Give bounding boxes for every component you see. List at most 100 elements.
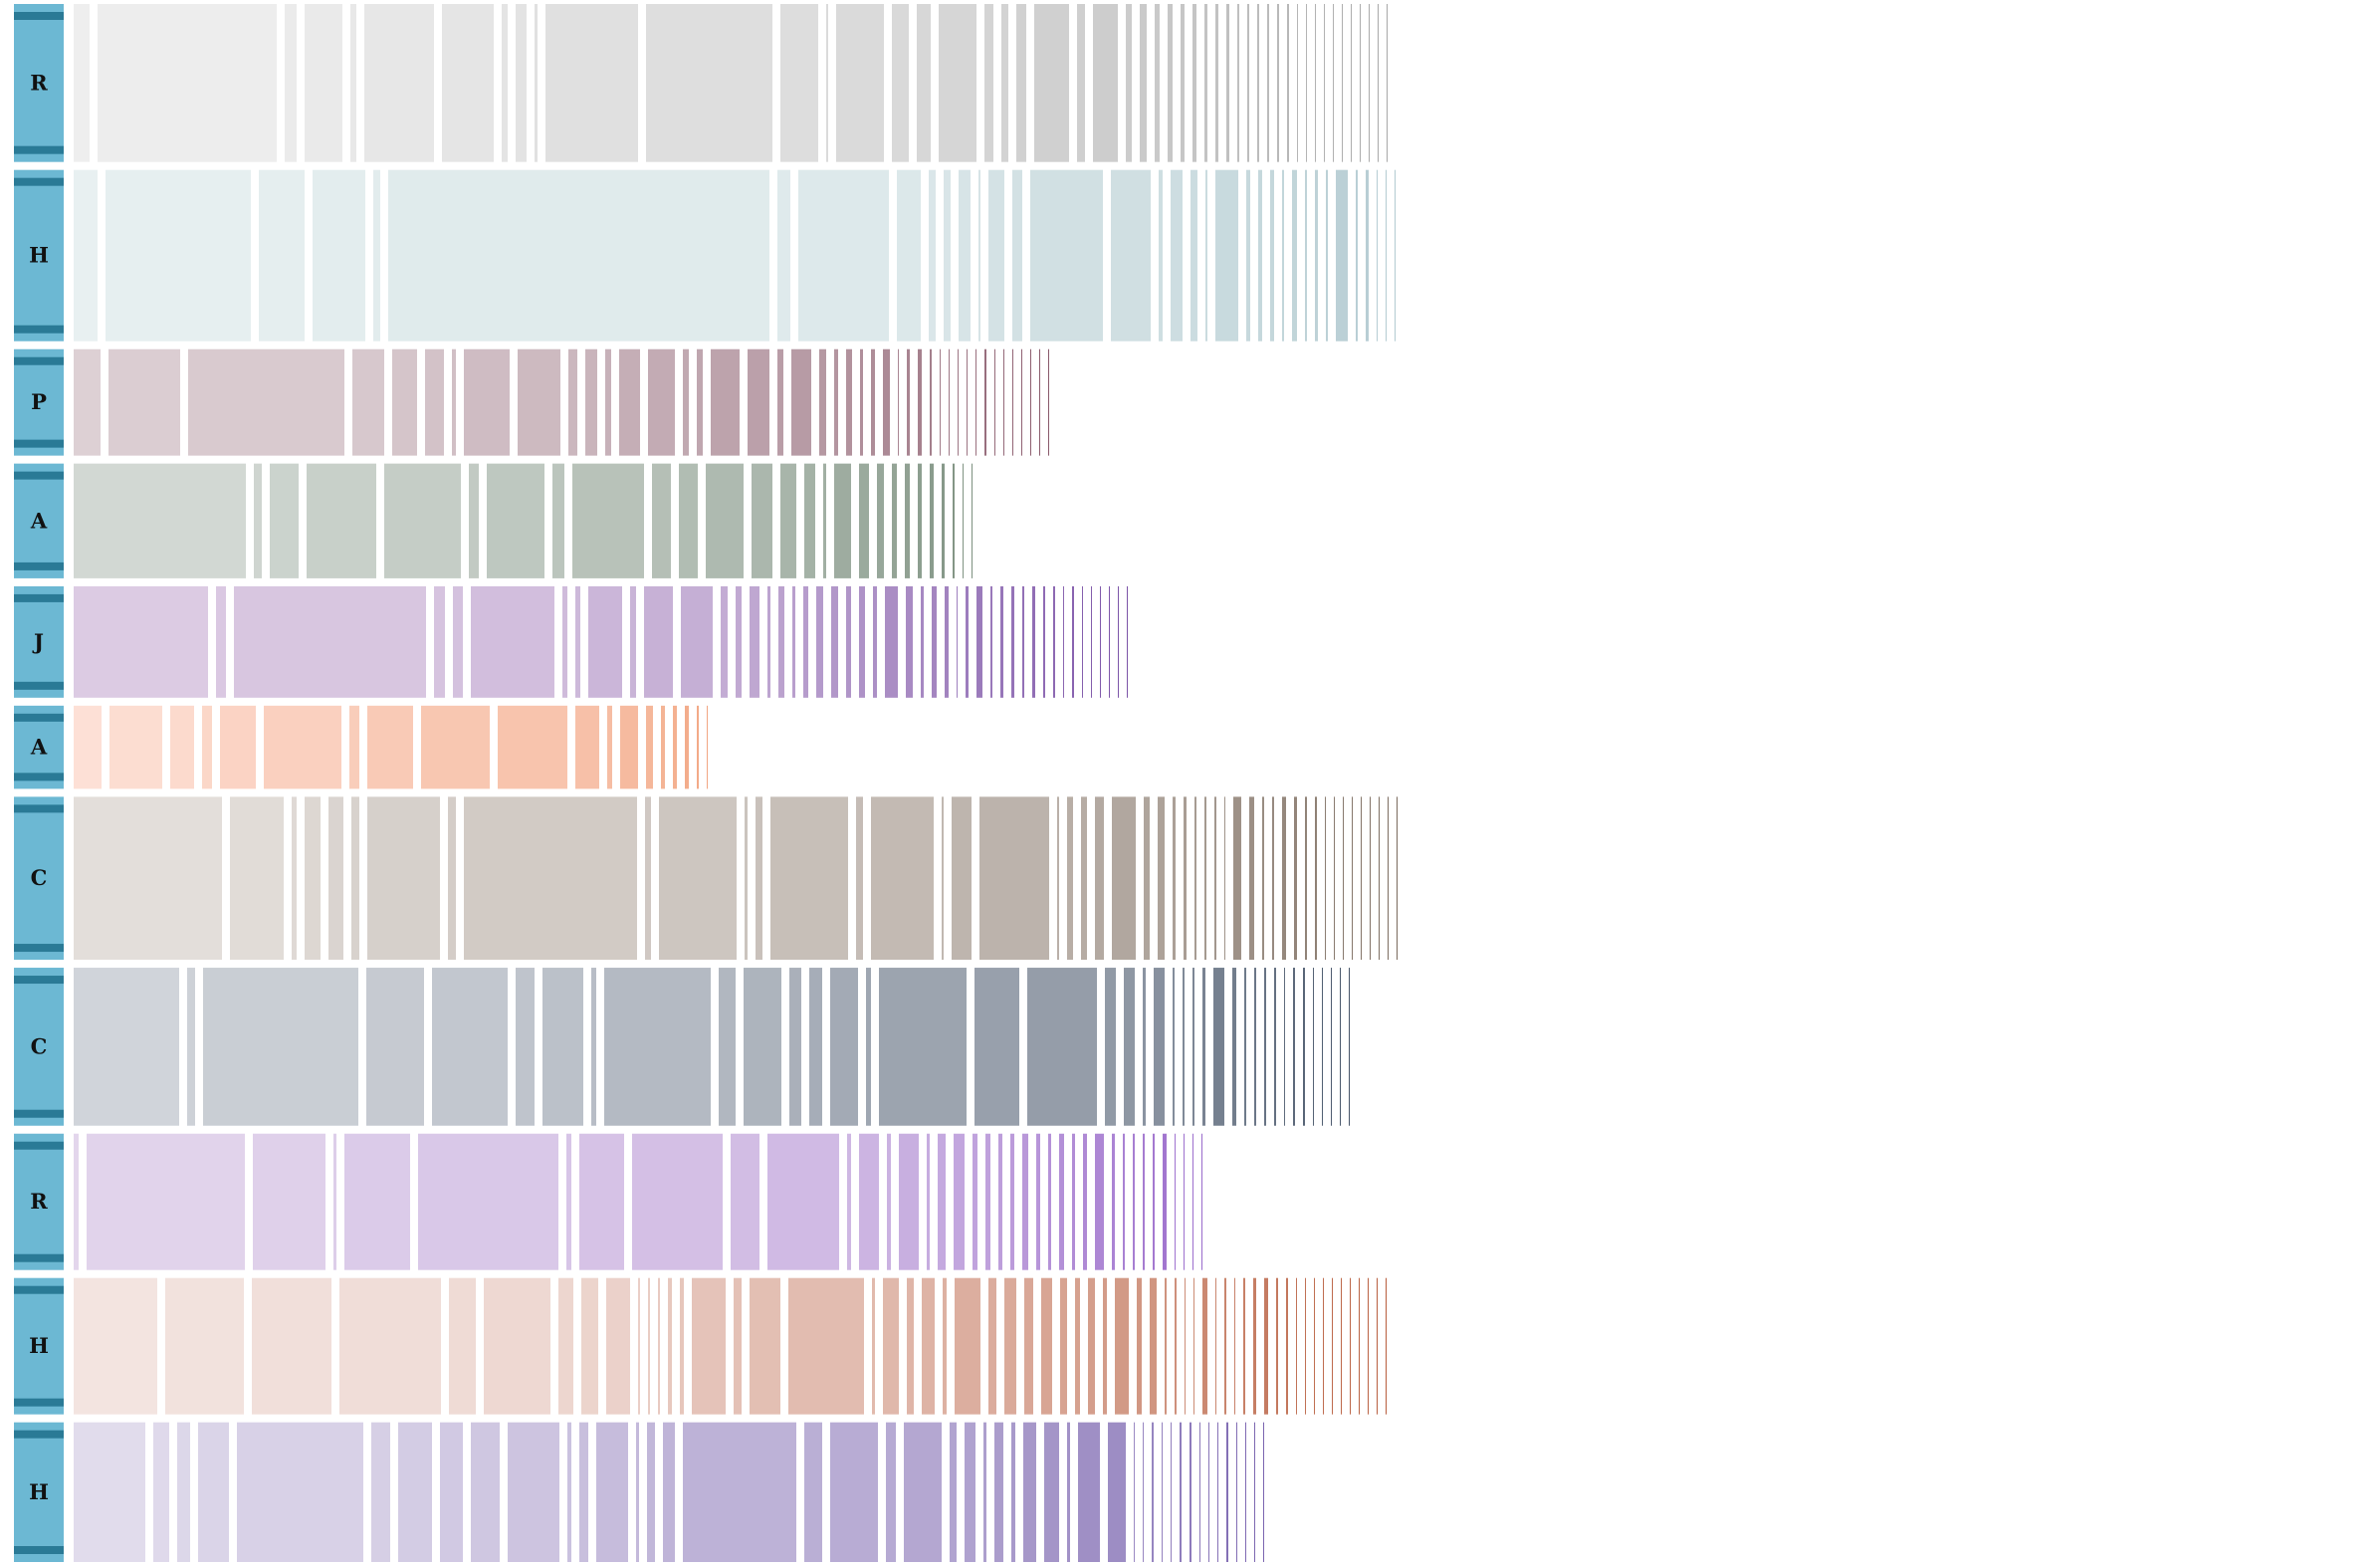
bar-segment <box>966 585 969 698</box>
bar-segment <box>646 4 772 162</box>
bar-segment <box>1039 348 1040 456</box>
bar-segment <box>333 1133 336 1270</box>
bar-segment <box>1134 1422 1135 1562</box>
bar-segment <box>253 1133 325 1270</box>
bar-segment <box>990 585 992 698</box>
bar-segment <box>973 1133 977 1270</box>
bar-segment <box>153 1422 169 1562</box>
bar-segment <box>1003 348 1004 456</box>
row-label: C <box>31 865 48 890</box>
bar-segment <box>1215 4 1218 162</box>
bar-segment <box>1193 1277 1194 1415</box>
bar-segment <box>74 968 179 1126</box>
bar-segment <box>988 1277 996 1415</box>
bar-segment <box>307 463 376 578</box>
row-label-stripe <box>14 1109 64 1118</box>
bar-segment <box>953 463 955 578</box>
bar-segment <box>809 968 822 1126</box>
bar-segment <box>1214 796 1216 961</box>
bar-segment <box>1001 4 1008 162</box>
bar-segment <box>859 585 865 698</box>
bar-segment <box>978 169 980 341</box>
bar-segment <box>1021 348 1022 456</box>
bar-segment <box>1306 4 1307 162</box>
bar-segment <box>1059 1133 1064 1270</box>
bar-segment <box>1105 968 1116 1126</box>
row-label: H <box>29 243 49 268</box>
bar-segment <box>1011 1422 1015 1562</box>
bar-segment <box>1361 796 1362 961</box>
bar-segment <box>994 348 995 456</box>
bar-segment <box>464 348 510 456</box>
bar-segment <box>1351 4 1352 162</box>
bar-segment <box>1202 1277 1207 1415</box>
bar-segment <box>1284 968 1285 1126</box>
bar-segment <box>679 463 698 578</box>
bar-segment <box>1293 968 1295 1126</box>
bar-segment <box>1012 348 1013 456</box>
bar-segment <box>1103 1277 1107 1415</box>
bar-segment <box>364 4 434 162</box>
bar-segment <box>1153 1133 1155 1270</box>
bar-segment <box>1048 1133 1051 1270</box>
bar-segment <box>777 348 783 456</box>
bar-segment <box>748 348 769 456</box>
bar-segment <box>719 968 736 1126</box>
bar-segment <box>1011 585 1014 698</box>
bar-segment <box>798 169 889 341</box>
bar-segment <box>1305 796 1307 961</box>
bar-segment <box>1333 4 1334 162</box>
bar-segment <box>963 463 964 578</box>
bar-segment <box>349 705 359 789</box>
bar-segment <box>917 4 931 162</box>
bar-segment <box>1388 796 1389 961</box>
bar-segment <box>74 585 208 698</box>
bar-segment <box>1067 796 1073 961</box>
row-label: A <box>30 508 48 533</box>
bar-segment <box>292 796 297 961</box>
row-label-stripe <box>14 681 64 690</box>
bar-segment <box>685 705 689 789</box>
bar-segment <box>942 463 945 578</box>
bar-segment <box>1297 4 1298 162</box>
bar-segment <box>918 463 922 578</box>
bar-segment <box>1379 796 1380 961</box>
row-label-tab <box>14 1133 64 1270</box>
bar-segment <box>983 1422 986 1562</box>
bar-segment <box>567 1422 571 1562</box>
row-label-stripe <box>14 439 64 448</box>
bar-segment <box>442 4 494 162</box>
bar-segment <box>305 4 342 162</box>
bar-segment <box>892 463 897 578</box>
bar-segment <box>449 1277 476 1415</box>
row-label-stripe <box>14 944 64 953</box>
bar-segment <box>1208 1422 1209 1562</box>
bar-segment <box>1325 796 1326 961</box>
bar-segment <box>1343 796 1344 961</box>
bar-segment <box>883 348 890 456</box>
bar-segment <box>619 348 640 456</box>
bar-segment <box>216 585 226 698</box>
bar-segment <box>1234 1277 1235 1415</box>
bar-segment <box>1184 796 1187 961</box>
bar-segment <box>502 4 508 162</box>
bar-segment <box>1360 4 1361 162</box>
bar-segment <box>680 1277 684 1415</box>
bar-segment <box>1154 968 1165 1126</box>
bar-segment <box>572 463 644 578</box>
bar-segment <box>744 968 781 1126</box>
bar-segment <box>831 585 838 698</box>
row-label-stripe <box>14 145 64 154</box>
bar-segment <box>1192 968 1194 1126</box>
bar-segment <box>1315 169 1318 341</box>
bar-segment <box>108 348 180 456</box>
bar-segment <box>367 796 440 961</box>
bar-segment <box>552 463 564 578</box>
bar-segment <box>856 796 863 961</box>
bar-segment <box>1010 1133 1014 1270</box>
bar-segment <box>1108 1422 1126 1562</box>
bar-segment <box>892 4 909 162</box>
bar-segment <box>1247 4 1249 162</box>
bar-segment <box>777 169 790 341</box>
bar-segment <box>1143 1422 1144 1562</box>
